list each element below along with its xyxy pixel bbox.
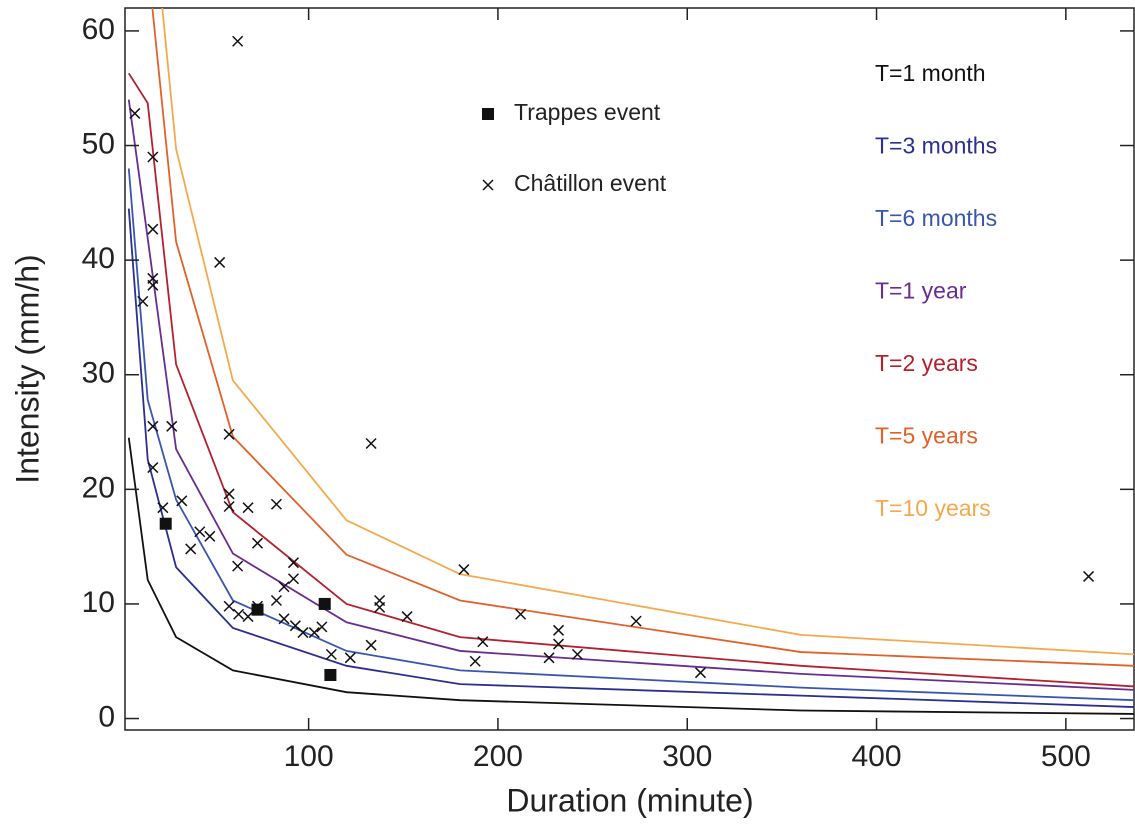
cross-marker (251, 600, 264, 612)
x-tick-label: 400 (852, 740, 902, 773)
cross-marker (365, 639, 377, 651)
cross-marker (477, 636, 489, 648)
legend-marker (482, 108, 494, 120)
y-tick-label: 50 (82, 127, 115, 160)
curve (127, 208, 1134, 708)
curves (127, 8, 1134, 715)
x-tick-label: 300 (662, 740, 712, 773)
cross-marker (278, 613, 290, 625)
cross-marker (308, 627, 320, 639)
legend-label: T=5 years (875, 423, 978, 449)
legend-marker (482, 179, 494, 191)
cross-marker (223, 500, 235, 513)
cross-marker (458, 564, 470, 576)
square-marker (159, 517, 172, 530)
curve (127, 168, 1134, 702)
y-tick-label: 20 (82, 471, 115, 504)
square-marker (251, 603, 264, 616)
cross-marker (232, 35, 244, 47)
cross-marker (270, 498, 282, 510)
cross-marker (316, 621, 328, 633)
cross-marker (147, 151, 159, 163)
x-axis-label: Duration (minute) (506, 782, 753, 818)
cross-marker (129, 107, 141, 119)
cross-marker (157, 502, 169, 514)
cross-marker (147, 420, 159, 432)
legend-label: T=6 months (875, 205, 997, 231)
cross-marker (147, 223, 159, 235)
legend-label: T=2 years (875, 350, 978, 376)
y-tick-label: 0 (98, 700, 115, 733)
x-tick-label: 100 (284, 740, 334, 773)
cross-marker (287, 557, 300, 569)
cross-marker (515, 608, 527, 620)
y-axis-label: Intensity (mm/h) (9, 254, 45, 483)
curve (127, 99, 1134, 691)
y-tick-label: 30 (82, 357, 115, 390)
legend-label: Châtillon event (514, 170, 667, 196)
cross-marker (214, 256, 226, 268)
cross-marker (194, 526, 206, 538)
legend-label: T=1 month (875, 60, 986, 86)
cross-marker (365, 437, 377, 450)
curve (127, 437, 1134, 715)
cross-marker (1083, 570, 1095, 582)
legend-label: T=3 months (875, 133, 997, 159)
y-tick-label: 60 (82, 13, 115, 46)
curve (128, 72, 1134, 688)
square-marker (318, 597, 331, 610)
cross-marker (232, 560, 244, 572)
cross-marker (223, 600, 235, 612)
cross-marker (251, 537, 264, 549)
cross-marker (223, 488, 235, 500)
cross-marker (147, 279, 159, 291)
cross-marker (166, 420, 178, 432)
cross-marker (694, 667, 707, 679)
legend-label: Trappes event (514, 99, 661, 125)
curve (161, 8, 1134, 656)
cross-marker (147, 462, 159, 474)
cross-marker (242, 502, 254, 514)
cross-marker (552, 638, 565, 650)
square-marker (324, 668, 337, 681)
x-tick-label: 500 (1041, 740, 1091, 773)
cross-marker (469, 655, 481, 667)
cross-marker (185, 543, 197, 555)
legend-label: T=10 years (875, 495, 991, 521)
cross-marker (137, 295, 149, 307)
cross-marker (278, 581, 290, 593)
curve (151, 8, 1134, 667)
cross-marker (552, 624, 565, 636)
cross-marker (325, 648, 337, 660)
cross-marker (223, 428, 235, 440)
cross-marker (630, 615, 642, 627)
cross-marker (242, 611, 254, 623)
cross-marker (287, 573, 300, 585)
cross-marker (176, 495, 188, 507)
cross-marker (543, 652, 555, 664)
y-tick-label: 10 (82, 586, 115, 619)
cross-marker (571, 648, 583, 660)
legend-label: T=1 year (875, 278, 967, 304)
cross-marker (374, 601, 386, 613)
cross-marker (401, 611, 413, 623)
cross-marker (270, 594, 282, 607)
cross-marker (204, 530, 216, 542)
x-tick-label: 200 (473, 740, 523, 773)
cross-marker (297, 627, 309, 639)
plot-frame (124, 7, 1135, 731)
y-tick-label: 40 (82, 242, 115, 275)
cross-marker (233, 608, 245, 620)
cross-marker (344, 652, 356, 664)
